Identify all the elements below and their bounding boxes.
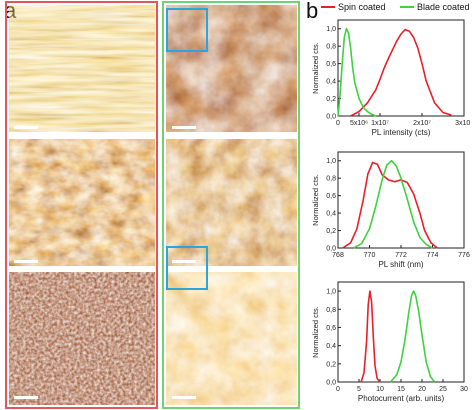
scalebar-spin-3 [14,396,38,399]
x-tick-label: 5 [357,386,361,393]
y-axis-label: Normalized cts. [311,306,320,358]
series-line-blade-coated [337,27,377,117]
y-tick-label: 0,2 [326,228,336,235]
x-tick-label: 20 [418,386,426,393]
y-axis-label: Normalized cts. [311,174,320,226]
legend-blade: Blade coated [400,2,470,12]
series-line-spin-coated [360,290,381,383]
legend-label-blade: Blade coated [417,2,470,12]
legend-swatch-blade [400,6,414,8]
micrograph-blade-2-image [166,139,297,266]
region-of-interest-box-bottom [166,246,208,290]
x-tick-label: 774 [427,252,439,259]
x-tick-label: 10 [376,386,384,393]
y-tick-label: 1,0 [326,158,336,165]
y-tick-label: 0,4 [326,211,336,218]
scalebar-spin-1 [14,126,38,129]
series-line-spin-coated [350,28,452,117]
x-tick-label: 768 [332,252,344,259]
x-tick-label: 1x10⁷ [371,120,389,127]
x-tick-label: 772 [395,252,407,259]
micrograph-spin-2-image [9,139,155,266]
micrograph-spin-2 [9,139,155,266]
y-tick-label: 1,0 [326,26,336,33]
x-tick-label: 15 [397,386,405,393]
micrograph-spin-3 [9,272,155,405]
blade-coated-micrograph-frame [162,1,300,409]
x-tick-label: 30 [460,386,468,393]
panel-b-label: b [306,0,319,23]
y-tick-label: 0,8 [326,176,336,183]
x-tick-label: 0 [336,120,340,127]
micrograph-spin-1-image [9,5,155,132]
y-tick-label: 0,8 [326,307,336,314]
scalebar-blade-1 [172,126,196,129]
legend-spin: Spin coated [321,2,386,12]
micrograph-blade-3 [166,272,297,405]
plot-frame [337,19,465,117]
scalebar-blade-2 [172,260,196,263]
y-tick-label: 0,0 [326,246,336,253]
micrograph-spin-3-image [9,272,155,405]
x-axis-label: PL intensity (cts) [372,128,431,137]
x-tick-label: 5x10⁶ [350,120,368,127]
x-tick-label: 2x10⁷ [413,120,431,127]
x-axis-label: PL shift (nm) [378,260,423,269]
y-tick-label: 0,6 [326,61,336,68]
micrograph-blade-1-image [166,5,297,132]
y-tick-label: 0,0 [326,380,336,387]
pl-shift-chart: 768 770 772 774 776 0,0 0,2 0,4 0,6 0,8 1,0 PL shif… [311,151,470,269]
y-tick-label: 0,2 [326,96,336,103]
x-axis-label: Photocurrent (arb. units) [358,394,445,403]
region-of-interest-box-top [166,8,208,52]
x-tick-label: 0 [336,386,340,393]
plot-frame [337,281,465,383]
y-tick-label: 0,0 [326,114,336,121]
scalebar-spin-2 [14,260,38,263]
series-line-blade-coated [353,159,433,249]
y-axis-label: Normalized cts. [311,42,320,94]
legend-swatch-spin [321,6,335,8]
micrograph-blade-1 [166,5,297,132]
micrograph-blade-3-image [166,272,297,405]
spin-coated-micrograph-frame [5,1,158,409]
y-tick-label: 0,8 [326,44,336,51]
scalebar-blade-3 [172,396,196,399]
y-tick-label: 0,2 [326,361,336,368]
y-tick-label: 1,0 [326,289,336,296]
micrograph-spin-1 [9,5,155,132]
series-line-spin-coated [342,161,438,249]
plot-frame [337,151,465,249]
legend-label-spin: Spin coated [338,2,386,12]
y-tick-label: 0,6 [326,325,336,332]
series-line-blade-coated [389,290,436,383]
photocurrent-chart: 0 5 10 15 20 25 30 0,0 0,2 0,4 0,6 0,8 1,0 Photocurre… [311,281,468,403]
y-tick-label: 0,6 [326,193,336,200]
x-tick-label: 770 [364,252,376,259]
x-tick-label: 3x10⁷ [455,120,470,127]
y-tick-label: 0,4 [326,79,336,86]
x-tick-label: 776 [458,252,470,259]
y-tick-label: 0,4 [326,343,336,350]
micrograph-blade-2 [166,139,297,266]
x-tick-label: 25 [439,386,447,393]
